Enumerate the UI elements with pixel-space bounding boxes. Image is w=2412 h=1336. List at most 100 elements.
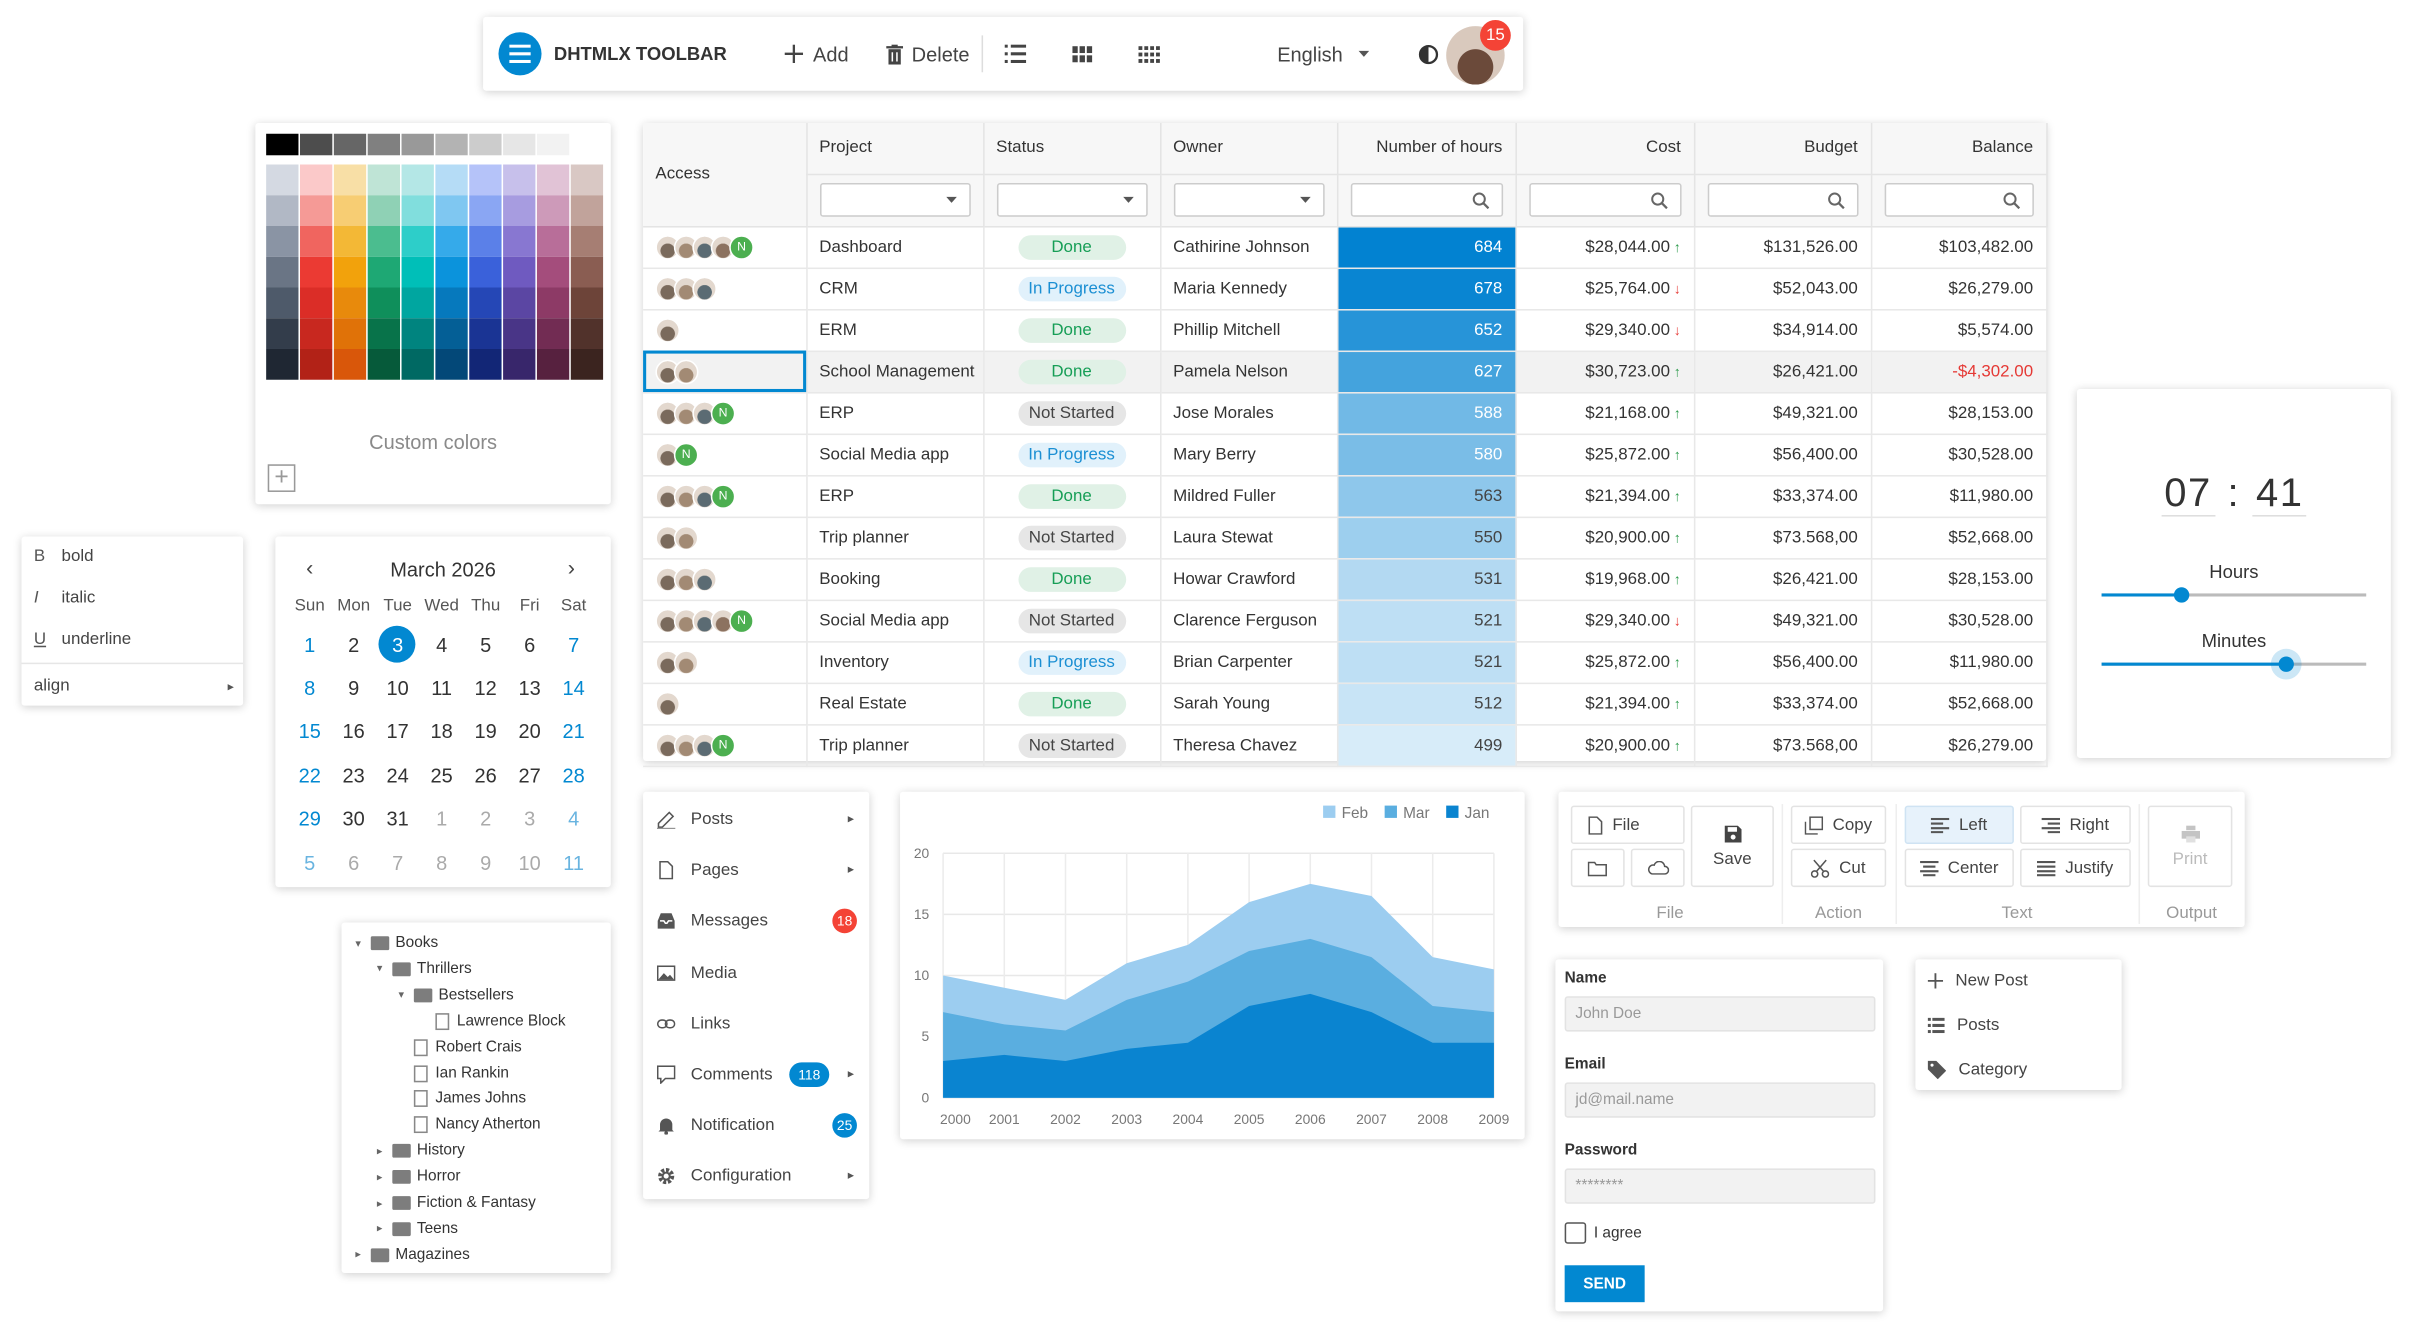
caret-right-icon[interactable]: ▸ bbox=[355, 1250, 361, 1262]
sidebar-item-notification[interactable]: Notification 25 bbox=[657, 1113, 857, 1138]
table-row[interactable]: School Management Done Pamela Nelson 627 $30… bbox=[643, 350, 2047, 393]
caret-right-icon[interactable]: ▸ bbox=[376, 1172, 383, 1184]
color-swatch[interactable]: #cccccc bbox=[469, 133, 502, 156]
agree-checkbox[interactable] bbox=[1564, 1222, 1587, 1244]
color-swatch[interactable]: #0679bd bbox=[435, 287, 468, 319]
calendar-day[interactable]: 4 bbox=[436, 632, 448, 656]
column-header-project[interactable]: Project bbox=[806, 122, 984, 175]
table-row[interactable]: N Social Media app Not Started Clarence Fer… bbox=[643, 599, 2047, 642]
sidebar-item-messages[interactable]: Messages 18 bbox=[657, 909, 857, 934]
calendar-day[interactable]: 3 bbox=[376, 623, 420, 666]
tree-node[interactable]: ▸ History bbox=[377, 1143, 465, 1160]
menu-icon[interactable] bbox=[498, 32, 542, 76]
calendar-day[interactable]: 21 bbox=[562, 720, 585, 744]
color-swatch[interactable]: #f3b836 bbox=[333, 225, 367, 257]
color-swatch[interactable]: #1a3494 bbox=[469, 318, 502, 349]
color-swatch[interactable]: #b86e99 bbox=[536, 225, 570, 257]
table-row[interactable]: Trip planner Not Started Laura Stewat 550 $2… bbox=[643, 516, 2047, 559]
color-swatch[interactable]: #08734a bbox=[367, 318, 401, 349]
sidebar-item-configuration[interactable]: Configuration ▸ bbox=[657, 1166, 857, 1188]
color-swatch[interactable]: #006963 bbox=[401, 348, 434, 380]
calendar-day[interactable]: 2 bbox=[480, 807, 492, 831]
hours-slider[interactable] bbox=[2101, 587, 2367, 603]
calendar-day[interactable]: 22 bbox=[298, 763, 321, 787]
access-cell[interactable] bbox=[643, 641, 807, 684]
color-swatch[interactable]: #2dcec9 bbox=[401, 225, 434, 257]
calendar-day[interactable]: 2 bbox=[348, 632, 360, 656]
color-swatch[interactable]: #4d4d4d bbox=[300, 133, 333, 156]
legend-item-mar[interactable]: Mar bbox=[1384, 805, 1430, 822]
minutes-slider[interactable] bbox=[2101, 656, 2367, 672]
add-color-button[interactable]: + bbox=[267, 464, 296, 492]
color-swatch[interactable]: #4e5a6a bbox=[266, 287, 299, 319]
calendar-day[interactable]: 1 bbox=[436, 807, 448, 831]
color-swatch[interactable]: #8877d1 bbox=[503, 225, 536, 257]
table-row[interactable]: N Social Media app In Progress Mary Berry 58… bbox=[643, 433, 2047, 476]
access-cell[interactable]: N bbox=[643, 475, 807, 518]
calendar-day[interactable]: 6 bbox=[524, 632, 536, 656]
column-header-status[interactable]: Status bbox=[983, 122, 1161, 175]
sidebar-item-pages[interactable]: Pages ▸ bbox=[657, 860, 857, 882]
filter-select[interactable] bbox=[1173, 182, 1324, 217]
chevron-right-icon[interactable]: › bbox=[567, 555, 575, 580]
tree-node[interactable]: ▾ Thrillers bbox=[377, 961, 472, 978]
tree-node[interactable]: ▸ Teens bbox=[377, 1221, 458, 1238]
color-swatch[interactable]: #6f5ac0 bbox=[503, 256, 536, 288]
align-right-button[interactable]: Right bbox=[2020, 805, 2131, 845]
contrast-icon[interactable] bbox=[1418, 44, 1447, 64]
calendar-day[interactable]: 8 bbox=[304, 676, 316, 700]
color-swatch[interactable]: #b5c3f9 bbox=[469, 164, 502, 196]
sidebar-item-media[interactable]: Media bbox=[656, 962, 857, 984]
color-swatch[interactable]: #666666 bbox=[333, 133, 367, 156]
access-cell[interactable]: N bbox=[643, 392, 807, 435]
filter-select[interactable] bbox=[996, 182, 1147, 217]
filter-input[interactable] bbox=[1350, 182, 1503, 217]
color-swatch[interactable]: #8a94a4 bbox=[266, 225, 299, 257]
color-swatch[interactable]: #034878 bbox=[435, 348, 468, 380]
color-swatch[interactable]: #d4d9e2 bbox=[266, 164, 299, 196]
add-button[interactable]: Add bbox=[785, 42, 849, 65]
column-header-balance[interactable]: Balance bbox=[1870, 122, 2047, 175]
menu-item-underline[interactable]: U underline bbox=[34, 630, 131, 648]
caret-right-icon[interactable]: ▸ bbox=[376, 1198, 383, 1210]
color-swatch[interactable]: #00a6a0 bbox=[401, 287, 434, 319]
area-series-jan[interactable] bbox=[943, 993, 1494, 1098]
calendar-day[interactable]: 9 bbox=[480, 851, 492, 875]
color-swatch[interactable]: #999999 bbox=[401, 133, 434, 156]
color-swatch[interactable]: #1ea874 bbox=[367, 256, 401, 288]
color-swatch[interactable]: #d9570a bbox=[333, 348, 367, 380]
grid-view-icon[interactable] bbox=[1072, 45, 1102, 62]
legend-item-feb[interactable]: Feb bbox=[1323, 805, 1368, 822]
justify-button[interactable]: Justify bbox=[2020, 848, 2131, 888]
calendar-day[interactable]: 20 bbox=[518, 720, 541, 744]
copy-button[interactable]: Copy bbox=[1790, 805, 1887, 845]
caret-right-icon[interactable]: ▸ bbox=[376, 1224, 383, 1236]
filter-input[interactable] bbox=[1883, 182, 2034, 217]
table-row[interactable]: ERM Done Phillip Mitchell 652 $29,340.00 ↓ $3… bbox=[643, 309, 2047, 352]
color-swatch[interactable]: #e07208 bbox=[333, 318, 367, 349]
calendar-day[interactable]: 4 bbox=[568, 807, 580, 831]
tree-node[interactable]: Lawrence Block bbox=[420, 1012, 566, 1030]
color-swatch[interactable]: #a44d7c bbox=[536, 256, 570, 288]
color-swatch[interactable]: #8aa6f3 bbox=[469, 195, 502, 226]
color-swatch[interactable]: #d9c8c4 bbox=[570, 164, 604, 196]
access-cell[interactable] bbox=[643, 267, 807, 310]
access-cell[interactable]: N bbox=[643, 599, 807, 642]
calendar-month[interactable]: March 2026 bbox=[390, 558, 496, 582]
column-header-hours[interactable]: Number of hours bbox=[1336, 122, 1517, 175]
sidebar-item-posts[interactable]: Posts ▸ bbox=[656, 809, 857, 831]
calendar-day[interactable]: 1 bbox=[304, 632, 316, 656]
color-swatch[interactable]: #722c53 bbox=[536, 318, 570, 349]
color-swatch[interactable]: #2547b6 bbox=[469, 287, 502, 319]
color-swatch[interactable]: #38266b bbox=[503, 348, 536, 380]
calendar-day[interactable]: 11 bbox=[431, 676, 453, 700]
color-swatch[interactable]: #045f96 bbox=[435, 318, 468, 349]
sidebar-item-comments[interactable]: Comments 118 ▸ bbox=[656, 1062, 857, 1087]
color-swatch[interactable]: #6d4439 bbox=[570, 287, 604, 319]
color-swatch[interactable]: #6a7585 bbox=[266, 256, 299, 288]
color-swatch[interactable]: #a79ce0 bbox=[503, 195, 536, 226]
table-row[interactable]: Booking Done Howar Crawford 531 $19,968.00 ↑… bbox=[643, 558, 2047, 601]
table-row[interactable]: N ERP Done Mildred Fuller 563 $21,394.00 ↑ $33… bbox=[643, 475, 2047, 518]
caret-down-icon[interactable]: ▾ bbox=[398, 990, 404, 1002]
cloud-button[interactable] bbox=[1630, 848, 1685, 888]
